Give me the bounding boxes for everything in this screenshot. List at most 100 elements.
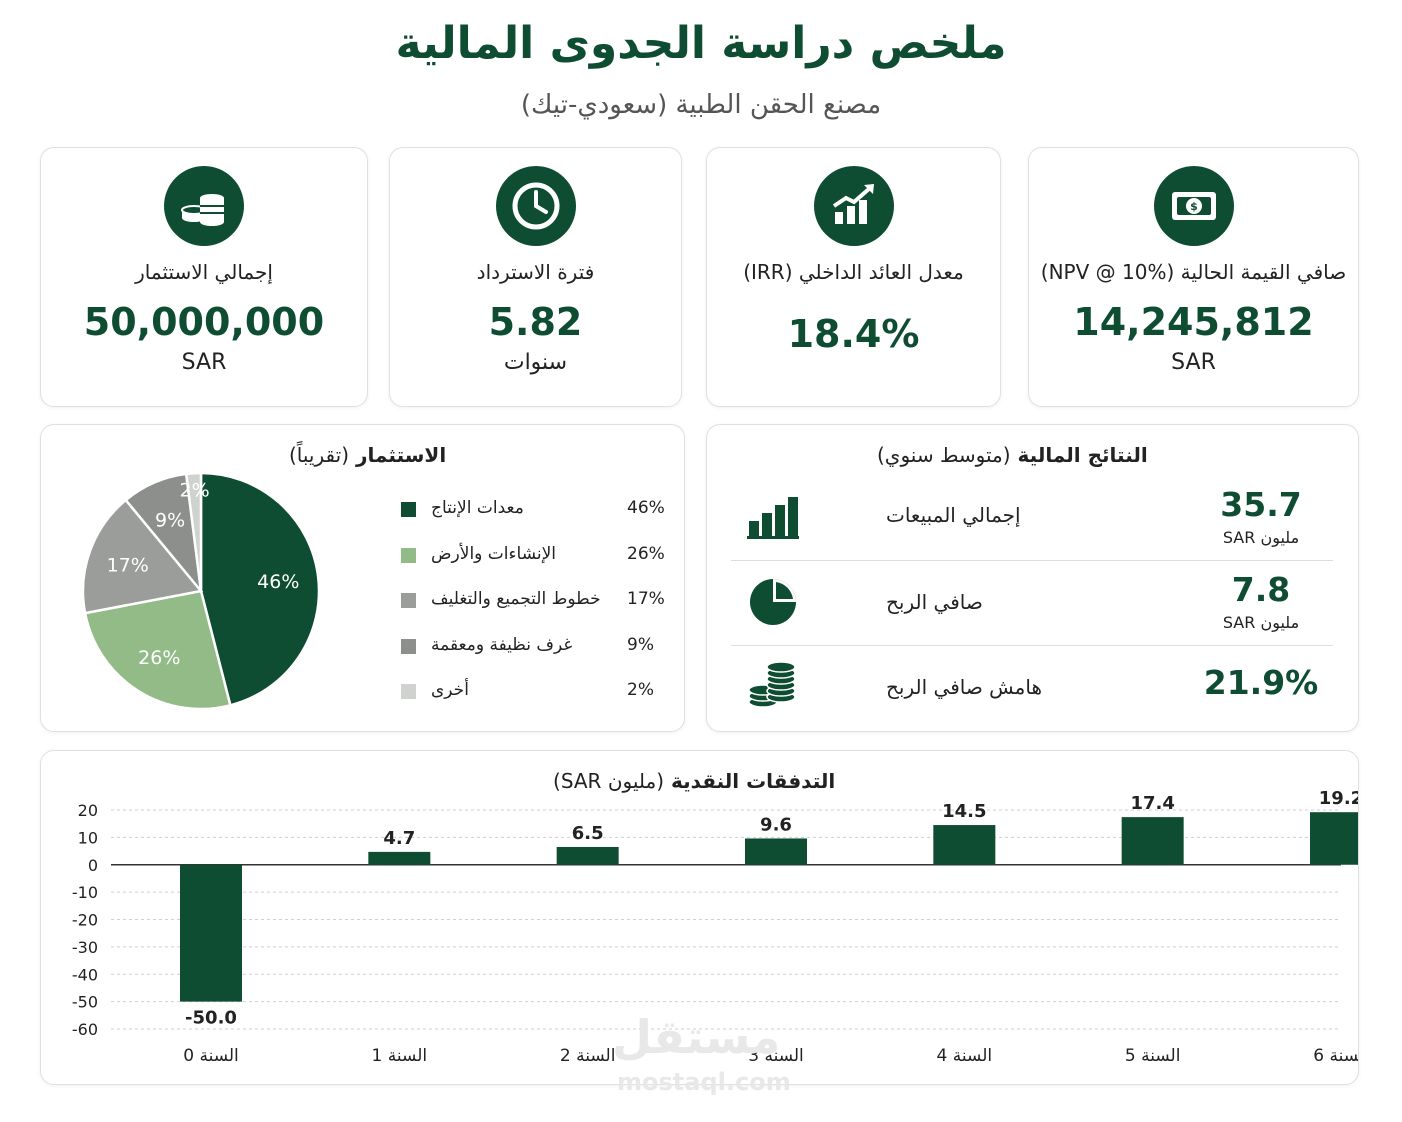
kpi-card-total-investment: إجمالي الاستثمار 50,000,000 SAR	[40, 147, 368, 407]
y-tick-label: 10	[78, 828, 98, 847]
legend-item: الإنشاءات والأرض 26%	[401, 543, 665, 568]
result-label: صافي الربح	[886, 590, 983, 614]
legend-label: أخرى	[431, 680, 469, 700]
legend-swatch	[401, 684, 416, 699]
cashflow-card: التدفقات النقدية (مليون SAR) 20 10 0 -10 -20…	[40, 750, 1359, 1085]
pie-chart-icon	[747, 576, 799, 632]
page-title: ملخص دراسة الجدوى المالية	[395, 18, 1007, 69]
svg-text:$: $	[1190, 200, 1198, 213]
cashflow-bar	[180, 864, 242, 1002]
kpi-label: صافي القيمة الحالية (NPV @ 10%)	[1040, 260, 1347, 284]
bar-value-label: 9.6	[760, 814, 792, 835]
growth-chart-icon	[813, 166, 894, 246]
result-unit: مليون SAR	[1222, 613, 1300, 632]
x-category-label: السنة 2	[560, 1046, 616, 1066]
kpi-card-npv: $ صافي القيمة الحالية (NPV @ 10%) 14,245…	[1028, 147, 1359, 407]
result-row-net-profit: صافي الربح 7.8 مليون SAR	[731, 570, 1333, 646]
pie-slice	[199, 471, 321, 707]
banknote-icon: $	[1153, 166, 1234, 246]
legend-swatch	[401, 502, 416, 517]
kpi-card-irr: معدل العائد الداخلي (IRR) 18.4%	[706, 147, 1001, 407]
legend-item: أخرى 2%	[401, 680, 661, 704]
kpi-label: فترة الاسترداد	[476, 260, 595, 284]
legend-percent: 26%	[627, 543, 665, 564]
bar-value-label: 17.4	[1130, 793, 1174, 814]
cashflow-bar	[745, 838, 807, 865]
kpi-value: 18.4%	[787, 312, 920, 356]
legend-label: خطوط التجميع والتغليف	[431, 589, 601, 609]
y-tick-label: 0	[88, 856, 98, 875]
legend-swatch	[401, 638, 416, 654]
y-tick-label: -10	[72, 883, 98, 902]
result-value: 35.7	[1220, 485, 1302, 524]
x-category-label: السنة 3	[748, 1046, 804, 1066]
pie-slice-label: 2%	[180, 480, 210, 502]
y-tick-label: -50	[72, 993, 98, 1012]
legend-percent: 17%	[627, 589, 665, 609]
y-tick-label: -30	[72, 938, 98, 957]
investment-pie-chart: 46% 26% 17% 9% 2%	[81, 471, 321, 711]
pie-slice-label: 9%	[155, 510, 185, 532]
row-divider	[731, 645, 1333, 646]
kpi-unit: SAR	[1171, 350, 1216, 375]
bar-value-label: -50.0	[185, 1008, 237, 1029]
y-tick-label: -20	[72, 911, 98, 930]
legend-item: معدات الإنتاج 46%	[401, 498, 665, 522]
legend-percent: 9%	[627, 634, 654, 655]
x-category-label: السنة 1	[372, 1046, 428, 1066]
legend-percent: 46%	[627, 498, 665, 518]
result-label: هامش صافي الربح	[886, 675, 1043, 699]
cashflow-bar	[368, 851, 431, 865]
coins-icon	[164, 166, 244, 246]
result-value: 7.8	[1231, 570, 1291, 609]
cashflow-bar	[556, 846, 619, 865]
legend-swatch	[401, 547, 416, 563]
kpi-value: 5.82	[488, 300, 583, 344]
pie-slice	[83, 589, 232, 711]
x-category-label: السنة 6	[1313, 1046, 1358, 1066]
bar-chart-icon	[747, 491, 799, 543]
clock-icon	[495, 166, 576, 246]
kpi-card-payback: فترة الاسترداد 5.82 سنوات	[389, 147, 682, 407]
result-unit: مليون SAR	[1222, 528, 1300, 547]
x-category-label: السنة 0	[183, 1046, 239, 1066]
cashflow-bar	[933, 825, 996, 865]
y-tick-label: -40	[72, 965, 98, 984]
bar-value-label: 19.2	[1319, 788, 1358, 809]
legend-label: غرف نظيفة ومعقمة	[431, 634, 573, 655]
x-category-label: السنة 5	[1125, 1046, 1181, 1066]
legend-label: الإنشاءات والأرض	[431, 543, 557, 564]
legend-percent: 2%	[627, 680, 654, 700]
kpi-unit: سنوات	[503, 350, 568, 375]
result-row-margin: هامش صافي الربح 21.9%	[731, 655, 1333, 725]
kpi-value: 14,245,812	[1073, 300, 1314, 344]
cashflow-bar	[1310, 812, 1358, 865]
result-value: 21.9%	[1203, 663, 1319, 702]
pie-slice-label: 17%	[107, 555, 149, 577]
pie-slice	[184, 471, 203, 592]
legend-swatch	[401, 593, 416, 608]
legend-label: معدات الإنتاج	[431, 498, 524, 518]
row-divider	[731, 560, 1333, 561]
y-tick-label: 20	[78, 801, 98, 820]
investment-title: الاستثمار (تقريباً)	[289, 443, 447, 467]
bar-value-label: 14.5	[942, 801, 986, 822]
kpi-label: معدل العائد الداخلي (IRR)	[743, 260, 964, 284]
result-label: إجمالي المبيعات	[886, 503, 1021, 527]
financial-results-card: النتائج المالية (متوسط سنوي) إجمالي المب…	[706, 424, 1359, 732]
legend-item: غرف نظيفة ومعقمة 9%	[401, 635, 661, 659]
result-row-sales: إجمالي المبيعات 35.7 مليون SAR	[731, 485, 1333, 561]
pie-slice-label: 26%	[138, 647, 180, 669]
kpi-value: 50,000,000	[83, 300, 325, 344]
cashflow-bar	[1121, 817, 1184, 865]
investment-card: الاستثمار (تقريباً) 46% 26% 17% 9% 2% معدات …	[40, 424, 685, 732]
page-subtitle: مصنع الحقن الطبية (سعودي-تيك)	[520, 90, 882, 120]
pie-slice-label: 46%	[257, 571, 299, 593]
coin-stack-icon	[747, 655, 799, 715]
kpi-label: إجمالي الاستثمار	[135, 260, 273, 284]
cashflow-bar-chart: 20 10 0 -10 -20 -30 -40 -50 -60 -50.0 السنة 0 4.7 ال…	[72, 788, 1358, 1066]
bar-value-label: 4.7	[383, 828, 415, 849]
results-title: النتائج المالية (متوسط سنوي)	[877, 443, 1148, 467]
legend-item: خطوط التجميع والتغليف 17%	[401, 589, 665, 613]
watermark-logo: مستقل	[612, 1010, 781, 1064]
